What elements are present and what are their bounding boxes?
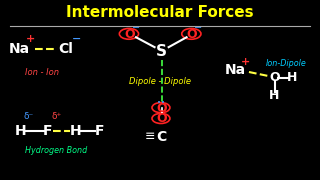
Text: O: O [187, 28, 197, 41]
Text: H: H [269, 89, 280, 102]
Text: F: F [94, 124, 104, 138]
Text: Na: Na [9, 42, 30, 56]
Text: Dipole - Dipole: Dipole - Dipole [129, 77, 191, 86]
Text: H: H [70, 124, 82, 138]
Text: Intermolecular Forces: Intermolecular Forces [66, 5, 254, 20]
Text: O: O [124, 28, 135, 41]
Text: δ⁺: δ⁺ [52, 112, 62, 121]
Text: Ion-Dipole: Ion-Dipole [266, 58, 307, 68]
Text: F: F [43, 124, 52, 138]
Text: O: O [156, 112, 167, 125]
Text: −: − [132, 23, 140, 33]
Text: ••: •• [157, 100, 165, 106]
Text: C: C [156, 130, 167, 144]
Text: O: O [156, 102, 167, 114]
Text: δ⁻: δ⁻ [24, 112, 34, 121]
Text: Hydrogen Bond: Hydrogen Bond [25, 146, 87, 155]
Text: O: O [269, 71, 280, 84]
Text: S: S [156, 44, 167, 59]
Text: Na: Na [225, 63, 246, 77]
Text: ≡: ≡ [145, 130, 156, 143]
Text: +: + [26, 34, 35, 44]
Text: Cl: Cl [58, 42, 73, 56]
Text: −: − [72, 34, 82, 44]
Text: Ion - Ion: Ion - Ion [25, 68, 59, 76]
Text: +: + [241, 57, 250, 67]
Text: −: − [194, 23, 203, 33]
Text: H: H [287, 71, 297, 84]
Text: H: H [15, 124, 27, 138]
